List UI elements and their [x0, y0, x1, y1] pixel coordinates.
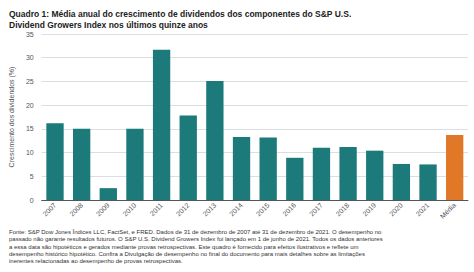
- svg-text:a essa data são hipotéticos e: a essa data são hipotéticos e gerados me…: [9, 244, 359, 250]
- svg-text:Fonte: S&P Dow Jones Índices L: Fonte: S&P Dow Jones Índices LLC, FactSe…: [9, 229, 382, 235]
- svg-text:5: 5: [30, 173, 34, 180]
- svg-text:2009: 2009: [95, 201, 111, 217]
- svg-text:2010: 2010: [121, 201, 137, 217]
- svg-text:inerentes relacionadas ao dese: inerentes relacionadas ao desempenho de …: [9, 258, 183, 264]
- svg-text:25: 25: [26, 78, 34, 85]
- svg-text:30: 30: [26, 54, 34, 61]
- svg-text:2017: 2017: [308, 201, 324, 217]
- svg-text:2018: 2018: [335, 201, 351, 217]
- svg-text:10: 10: [26, 149, 34, 156]
- svg-text:2015: 2015: [255, 201, 271, 217]
- svg-text:2008: 2008: [68, 201, 84, 217]
- svg-text:2020: 2020: [388, 201, 404, 217]
- svg-text:2016: 2016: [281, 201, 297, 217]
- svg-text:Crescimento dos dividendos (%): Crescimento dos dividendos (%): [8, 67, 16, 168]
- svg-text:Dividend Growers Index nos últ: Dividend Growers Index nos últimos quinz…: [9, 20, 208, 30]
- svg-text:2007: 2007: [42, 201, 58, 217]
- svg-text:passado não garante resultados: passado não garante resultados futuros. …: [9, 236, 383, 242]
- svg-text:2012: 2012: [175, 201, 191, 217]
- svg-text:2021: 2021: [415, 201, 431, 217]
- svg-text:Quadro 1: Média anual do cresc: Quadro 1: Média anual do crescimento de …: [9, 9, 351, 19]
- svg-text:2014: 2014: [228, 201, 244, 217]
- svg-text:35: 35: [26, 31, 34, 38]
- svg-text:15: 15: [26, 125, 34, 132]
- svg-text:0: 0: [30, 197, 34, 204]
- svg-text:20: 20: [26, 102, 34, 109]
- svg-text:desempenho histórico hipotétic: desempenho histórico hipotético. Confira…: [9, 251, 365, 257]
- svg-text:2019: 2019: [361, 201, 377, 217]
- svg-text:2011: 2011: [148, 201, 164, 217]
- svg-text:2013: 2013: [201, 201, 217, 217]
- svg-text:Média: Média: [439, 201, 457, 219]
